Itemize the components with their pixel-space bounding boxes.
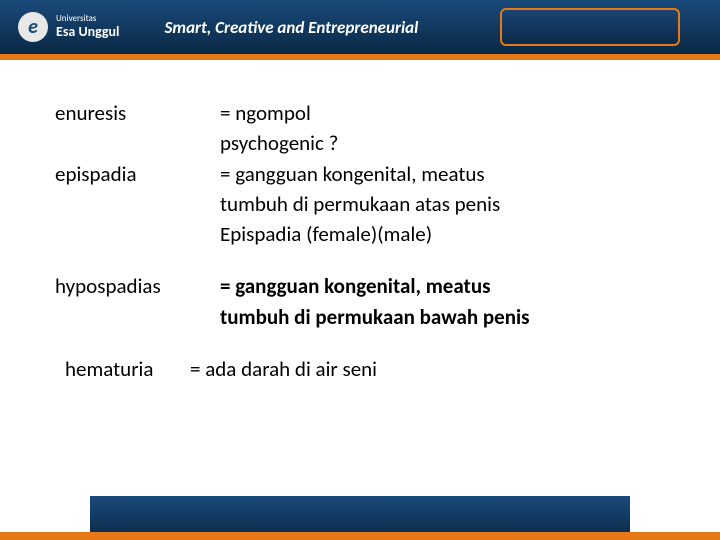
term-blank-1 (55, 130, 220, 156)
term-blank-4 (55, 304, 220, 330)
term-epispadia: epispadia (55, 161, 220, 187)
term-enuresis: enuresis (55, 100, 220, 126)
row-hypospadias-2: tumbuh di permukaan bawah penis (55, 304, 665, 330)
term-blank-2 (55, 191, 220, 217)
tagline: Smart, Creative and Entrepreneurial (165, 17, 419, 38)
def-hypospadias-2: tumbuh di permukaan bawah penis (220, 304, 530, 330)
content-area: enuresis = ngompol psychogenic ? epispad… (0, 60, 720, 382)
def-enuresis-2: psychogenic ? (220, 130, 338, 156)
logo-area: e Universitas Esa Unggul (0, 12, 120, 42)
logo-text: Universitas Esa Unggul (56, 14, 120, 40)
logo-letter: e (28, 15, 38, 39)
univ-name: Esa Unggul (56, 23, 120, 40)
row-epispadia-3: Epispadia (female)(male) (55, 221, 665, 247)
def-epispadia-3: Epispadia (female)(male) (220, 221, 432, 247)
def-enuresis-1: = ngompol (220, 100, 311, 126)
row-hypospadias: hypospadias = gangguan kongenital, meatu… (55, 273, 665, 299)
row-epispadia-2: tumbuh di permukaan atas penis (55, 191, 665, 217)
def-hypospadias-1: = gangguan kongenital, meatus (220, 273, 490, 299)
row-epispadia: epispadia = gangguan kongenital, meatus (55, 161, 665, 187)
footer (0, 486, 720, 540)
def-hematuria: = ada darah di air seni (190, 356, 377, 382)
term-blank-3 (55, 221, 220, 247)
row-hematuria: hematuria = ada darah di air seni (55, 356, 665, 382)
logo-circle: e (18, 12, 48, 42)
footer-orange-bar (0, 532, 720, 540)
header-bar: e Universitas Esa Unggul Smart, Creative… (0, 0, 720, 54)
term-block-2: hypospadias = gangguan kongenital, meatu… (55, 273, 665, 330)
def-epispadia-2: tumbuh di permukaan atas penis (220, 191, 500, 217)
term-hypospadias: hypospadias (55, 273, 220, 299)
def-epispadia-1: = gangguan kongenital, meatus (220, 161, 485, 187)
row-enuresis: enuresis = ngompol (55, 100, 665, 126)
term-block-1: enuresis = ngompol psychogenic ? epispad… (55, 100, 665, 247)
header-accent-box (500, 8, 680, 46)
row-enuresis-2: psychogenic ? (55, 130, 665, 156)
